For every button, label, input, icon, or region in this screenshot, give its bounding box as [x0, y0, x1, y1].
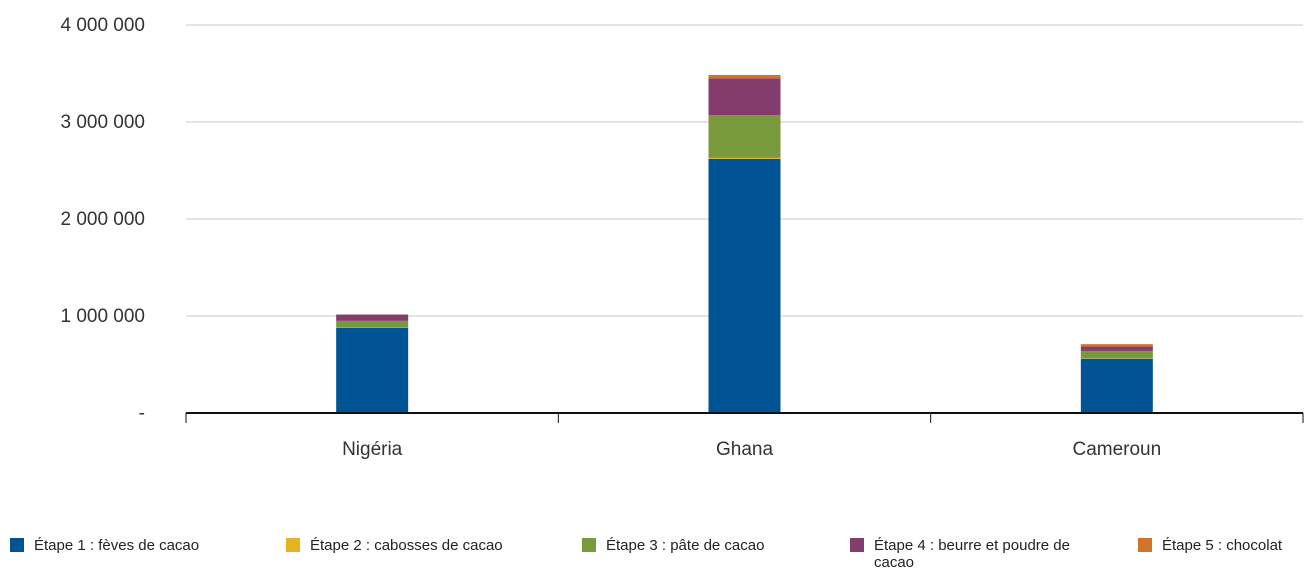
bar-segment-nig-ria-etape-3: [336, 320, 409, 328]
legend-label-etape-1: Étape 1 : fèves de cacao: [34, 537, 200, 554]
legend-label-etape-5: Étape 5 : chocolat: [1162, 537, 1283, 554]
legend-item-etape-4: Étape 4 : beurre et poudre de cacao: [850, 537, 1090, 571]
legend-label-etape-4: Étape 4 : beurre et poudre de cacao: [874, 537, 1070, 571]
legend: Étape 1 : fèves de cacao Étape 2 : cabos…: [0, 537, 1309, 575]
legend-swatch-etape-1: [10, 538, 24, 552]
legend-item-etape-3: Étape 3 : pâte de cacao: [582, 537, 812, 554]
bar-segment-ghana-etape-5: [708, 74, 781, 79]
bar-segment-cameroun-etape-1: [1080, 358, 1153, 413]
x-tick-label: Nigéria: [342, 439, 403, 460]
bar-segment-ghana-etape-1: [708, 158, 781, 413]
y-tick-label: 3 000 000: [60, 112, 145, 133]
y-tick-label: 4 000 000: [60, 15, 145, 36]
y-tick-label: -: [139, 403, 145, 424]
bar-segment-ghana-etape-2: [708, 157, 781, 159]
legend-item-etape-2: Étape 2 : cabosses de cacao: [286, 537, 556, 554]
y-axis-labels: - 1 000 000 2 000 000 3 000 000 4 000 000: [60, 15, 145, 424]
x-tick-label: Cameroun: [1072, 439, 1161, 460]
legend-swatch-etape-5: [1138, 538, 1152, 552]
bar-segment-cameroun-etape-4: [1080, 346, 1153, 351]
x-axis-labels: Nigéria Ghana Cameroun: [342, 439, 1161, 460]
legend-label-etape-3: Étape 3 : pâte de cacao: [606, 537, 765, 554]
bar-segment-cameroun-etape-5: [1080, 344, 1153, 347]
bar-segment-cameroun-etape-2: [1080, 358, 1153, 359]
bar-segment-nig-ria-etape-1: [336, 327, 409, 413]
x-tick-label: Ghana: [716, 439, 773, 460]
legend-swatch-etape-2: [286, 538, 300, 552]
y-tick-label: 1 000 000: [60, 306, 145, 327]
x-axis: [185, 412, 1304, 423]
legend-label-etape-2: Étape 2 : cabosses de cacao: [310, 537, 503, 554]
y-tick-label: 2 000 000: [60, 209, 145, 230]
legend-swatch-etape-3: [582, 538, 596, 552]
bar-segment-ghana-etape-3: [708, 115, 781, 158]
bar-segment-nig-ria-etape-4: [336, 314, 409, 321]
legend-item-etape-5: Étape 5 : chocolat: [1138, 537, 1309, 554]
legend-item-etape-1: Étape 1 : fèves de cacao: [10, 537, 250, 554]
bar-segment-nig-ria-etape-2: [336, 327, 409, 328]
bar-segment-cameroun-etape-3: [1080, 350, 1153, 359]
bars: [336, 74, 1153, 413]
legend-swatch-etape-4: [850, 538, 864, 552]
bar-segment-ghana-etape-4: [708, 78, 781, 116]
